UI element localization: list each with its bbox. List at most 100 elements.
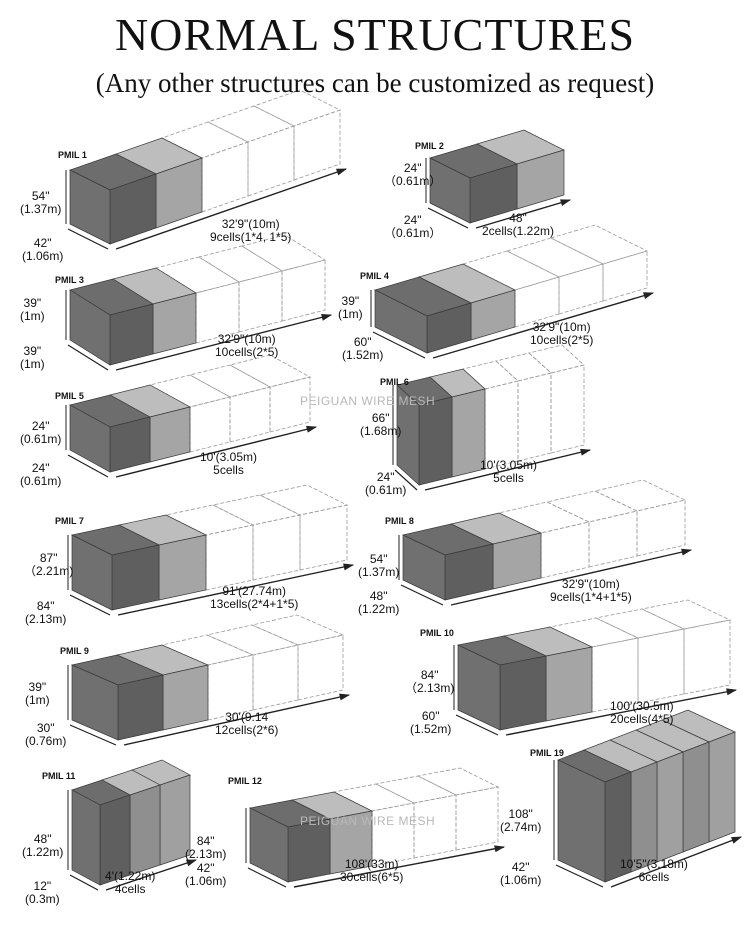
height-inch: 24": [31, 419, 50, 433]
height-label: 48" (1.22m): [22, 833, 63, 859]
panel-title: PMIL 1: [58, 150, 87, 160]
height-metric: (1.68m): [360, 424, 402, 438]
cell-side: [499, 655, 547, 731]
cell-side: [558, 263, 604, 315]
width-label: 24" (0.61m): [365, 471, 406, 497]
height-label: 84" （2.13m): [405, 669, 454, 695]
cell-top: [374, 775, 458, 804]
length-label: 32'9"(10m) 10cells(2*5): [530, 321, 593, 347]
width-metric: (0.61m): [20, 474, 62, 488]
panel-title: PMIL 11: [42, 771, 75, 781]
height-label: 54" (1.37m): [20, 190, 61, 216]
width-label: 30" (0.76m): [25, 722, 66, 748]
width-inch: 42": [33, 236, 52, 250]
page-title: NORMAL STRUCTURES: [114, 9, 636, 60]
cell-top: [197, 245, 284, 283]
height-metric: (1.22m): [22, 845, 64, 859]
width-inch: 60": [421, 709, 440, 723]
cell-side: [205, 524, 254, 591]
length-value: 32'9"(10m): [217, 332, 276, 346]
length-value: 32'9"(10m): [532, 320, 591, 334]
height-label: 39" (1m): [25, 681, 50, 707]
panel-name: PMIL 2: [415, 141, 444, 151]
width-dimension-line: [427, 207, 469, 229]
cell-front: [71, 789, 101, 886]
length-label: 48" 2cells(1.22m): [482, 212, 554, 238]
cells-value: 10cells(2*5): [530, 333, 594, 347]
cell-front: [396, 384, 420, 486]
arrowhead: [186, 859, 198, 867]
cell-top: [593, 479, 687, 512]
cell-front: [71, 534, 113, 611]
panel-name: PMIL 4: [360, 271, 389, 281]
height-metric: （2.21m): [24, 564, 74, 578]
cell-top: [228, 354, 312, 388]
height-inch: 54": [31, 189, 50, 203]
height-label: 54" (1.37m): [358, 553, 399, 579]
length-value: 4'(1.22m): [105, 869, 156, 883]
height-label: 24" （0.61m）: [384, 162, 441, 188]
cell-top: [495, 352, 552, 382]
width-inch: 42": [511, 860, 530, 874]
cell-side: [455, 786, 499, 851]
cell-side: [545, 646, 593, 722]
width-metric: （0.61m）: [384, 226, 442, 240]
panel-title: PMIL 2: [415, 141, 444, 151]
cell-front: [374, 289, 428, 354]
length-label: 10'5"(3.18m) 6cells: [620, 858, 688, 884]
height-inch: 24": [403, 161, 422, 175]
cell-front: [429, 157, 471, 224]
width-dimension-line: [555, 864, 604, 888]
length-value: 10'5"(3.18m): [620, 857, 688, 871]
cell-side: [158, 534, 207, 601]
panel-name: PMIL 9: [60, 646, 89, 656]
height-label: 108" (2.74m): [500, 808, 541, 834]
width-metric: (1.52m): [342, 348, 384, 362]
width-dimension-line: [69, 874, 99, 891]
panel-title: PMIL 3: [55, 275, 84, 285]
length-value: 32'9"(10m): [561, 577, 620, 591]
panel-name: PMIL 5: [55, 391, 84, 401]
width-label: 42" (1.06m): [22, 237, 63, 263]
length-arrow: [475, 199, 571, 229]
length-arrow: [432, 292, 654, 359]
height-label: 24" (0.61m): [20, 420, 61, 446]
cell-side: [630, 761, 658, 873]
panel-name: PMIL 10: [420, 628, 454, 638]
cell-side: [517, 372, 552, 462]
width-dimension-line: [67, 344, 109, 371]
width-label: 12" (0.3m): [25, 880, 60, 906]
cell-front: [402, 534, 446, 601]
width-inch: 30": [36, 721, 55, 735]
height-inch: 54": [369, 552, 388, 566]
panel-name: PMIL 1: [58, 150, 87, 160]
cell-front: [69, 169, 111, 245]
panel-title: PMIL 6: [380, 377, 409, 387]
width-label: 24" (0.61m): [20, 462, 61, 488]
cell-side: [269, 376, 311, 433]
length-label: 100'(30.5m) 20cells(4*5): [610, 700, 674, 726]
cell-front: [457, 644, 501, 731]
cell-top: [640, 599, 732, 630]
length-arrow: [115, 314, 332, 371]
cell-side: [484, 380, 519, 470]
panel-name: PMIL 11: [42, 771, 76, 781]
width-label: 48" (1.22m): [358, 590, 399, 616]
length-arrow: [123, 694, 350, 746]
page-subtitle: (Any other structures can be customized …: [95, 68, 655, 98]
width-label: 60" (1.52m): [342, 336, 383, 362]
cell-front: [557, 759, 606, 883]
cell-side: [293, 109, 341, 181]
height-metric: （2.13m): [405, 681, 455, 695]
width-metric: (0.76m): [25, 734, 67, 748]
height-metric: (1m): [338, 307, 363, 321]
height-inch: 108": [508, 807, 533, 821]
height-metric: (1m): [20, 309, 45, 323]
cell-side: [229, 386, 271, 443]
height-metric: (2.13m): [185, 847, 227, 861]
panel-title: PMIL 5: [55, 391, 84, 401]
cells-value: 4cells: [114, 882, 146, 896]
panel-title: PMIL 10: [420, 628, 454, 638]
